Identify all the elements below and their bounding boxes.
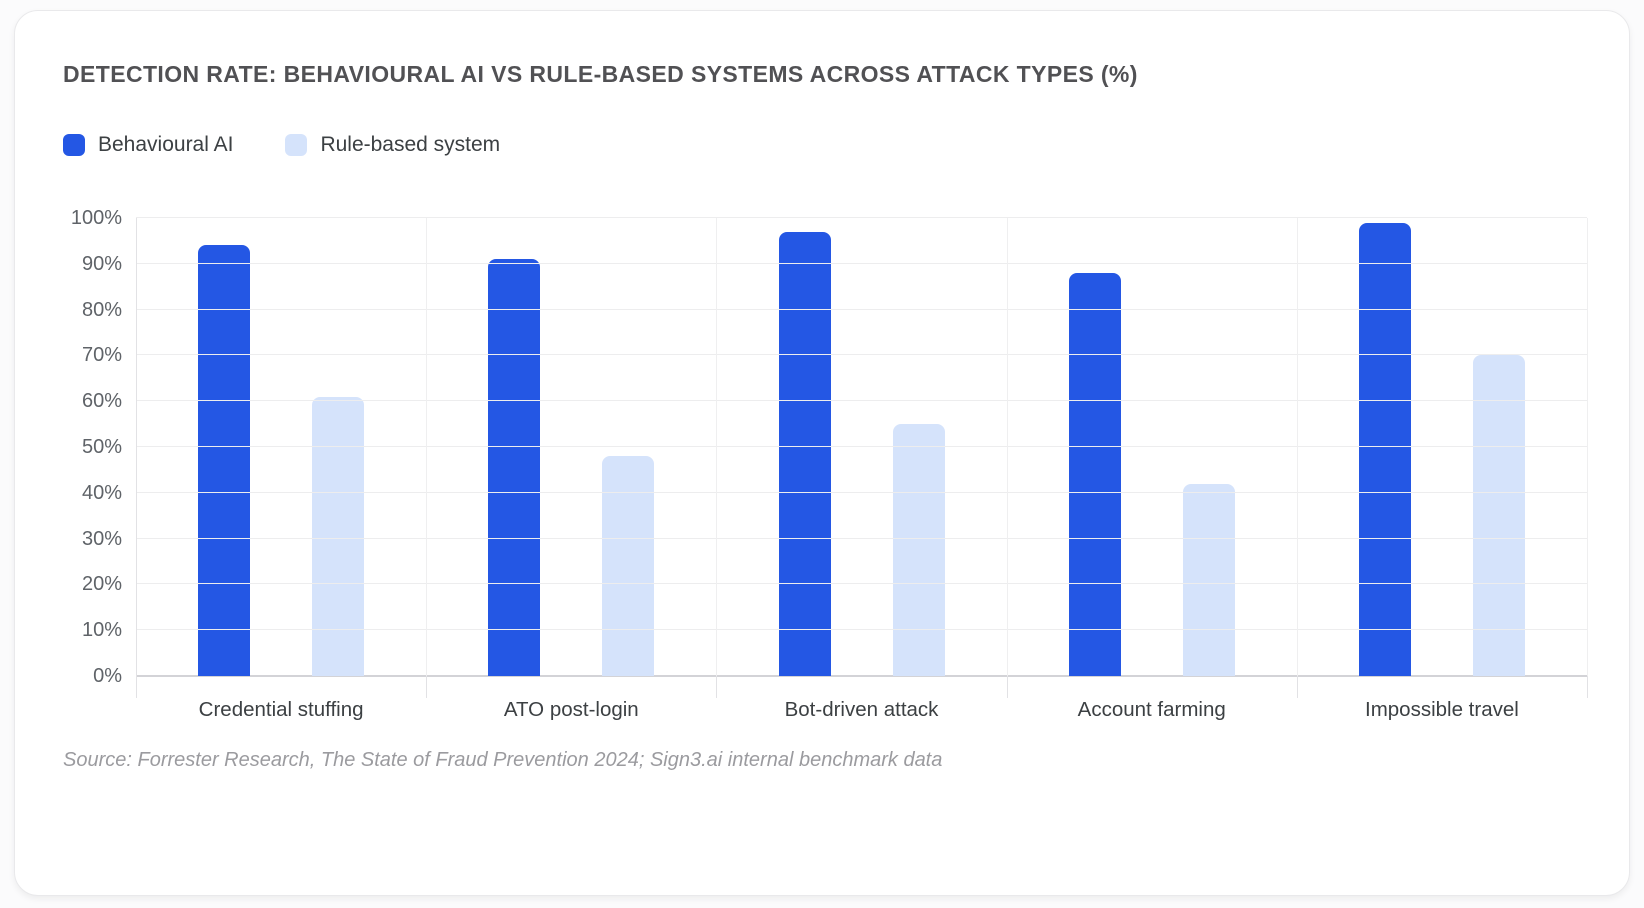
y-axis-tick-label: 50% [81,436,122,458]
legend-label: Rule-based system [320,133,501,156]
gridline [136,583,1587,585]
x-axis-tick [1296,676,1298,698]
x-axis-line [136,675,1587,677]
y-axis-tick-label: 90% [81,252,122,275]
bars-row [136,218,1587,676]
category-separator-line [1006,218,1008,676]
bar-behavioural-ai [1358,222,1411,676]
x-axis-label: Credential stuffing [198,698,364,721]
chart-title: DETECTION RATE: BEHAVIOURAL AI VS RULE-B… [63,61,1138,87]
plot-wrap: 0% 10% 20% 30% 40% 50% 60% 70% 80% 90% 100% Creden… [15,11,1629,895]
x-axis-label: Account farming [1077,698,1226,721]
gridline [136,537,1587,539]
source-note: Source: Forrester Research, The State of… [63,749,943,771]
gridline [136,629,1587,631]
legend-item-behavioural-ai: Behavioural AI [63,133,233,157]
gridline [136,354,1587,356]
bar-group [1007,218,1297,676]
x-axis-label: Bot-driven attack [784,698,939,721]
gridline [136,262,1587,264]
legend-swatch-behavioural-ai [63,134,85,156]
bar-behavioural-ai [488,259,541,676]
bar-rule-based-system [1182,483,1235,676]
x-axis-label: Impossible travel [1365,698,1519,721]
y-axis-tick-label: 60% [81,390,122,413]
y-axis-labels: 0% 10% 20% 30% 40% 50% 60% 70% 80% 90% 100% [15,208,122,686]
x-axis-tick [136,676,137,698]
plot-area [136,217,1588,698]
y-axis-line [136,218,137,676]
x-axis-tick [1587,676,1588,698]
gridline [136,400,1587,402]
legend-item-rule-based: Rule-based system [285,133,500,157]
bar-rule-based-system [602,456,655,676]
bar-group [136,218,426,676]
x-axis-tick [716,676,718,698]
bar-rule-based-system [1472,355,1525,676]
legend-label: Behavioural AI [98,133,234,156]
y-axis-tick-label: 70% [81,344,122,367]
x-axis-tick [426,676,428,698]
category-separator-line [716,218,718,676]
x-axis-labels: Credential stuffing ATO post-login Bot-dri… [136,698,1587,722]
y-axis-tick-label: 20% [81,573,122,596]
bar-group [1297,218,1587,676]
gridline [136,446,1587,447]
y-axis-tick-label: 30% [81,527,122,550]
category-separator-line [1587,218,1588,676]
x-axis-label: ATO post-login [503,698,639,721]
bar-group [716,218,1006,676]
bar-behavioural-ai [198,245,251,676]
bar-rule-based-system [892,424,945,676]
y-axis-tick-label: 40% [81,481,122,504]
gridline [136,308,1587,310]
bar-behavioural-ai [1068,272,1121,676]
legend: Behavioural AI Rule-based system [63,133,500,157]
y-axis-tick-label: 100% [70,207,122,229]
y-axis-tick-label: 0% [93,665,122,687]
chart-card: DETECTION RATE: BEHAVIOURAL AI VS RULE-B… [14,10,1630,896]
category-separator-line [1296,218,1298,676]
bar-behavioural-ai [778,231,831,676]
legend-swatch-rule-based [285,134,308,156]
gridline [136,217,1587,218]
gridline [136,491,1587,493]
category-separator-line [426,218,428,676]
y-axis-tick-label: 10% [81,619,122,642]
x-axis-tick [1006,676,1008,698]
bar-group [426,218,716,676]
y-axis-tick-label: 80% [81,298,122,321]
bar-rule-based-system [312,396,365,676]
